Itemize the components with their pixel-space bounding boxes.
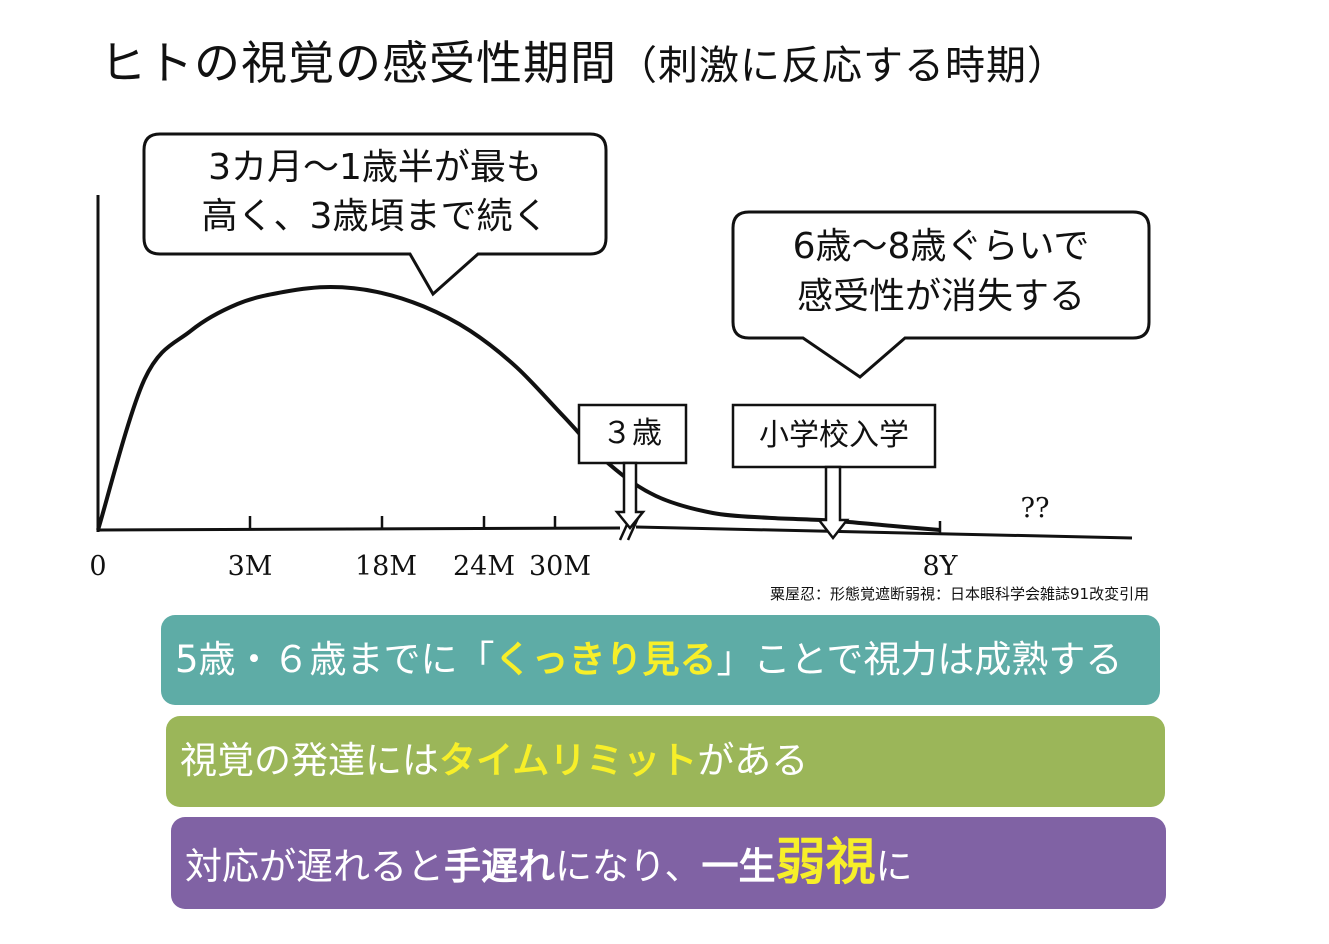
banner1-post: 」ことで視力は成熟する <box>716 638 1123 681</box>
callout-peak-line2: 高く、3歳頃まで続く <box>202 196 549 237</box>
label-3y-text: ３歳 <box>602 416 662 451</box>
banner1-highlight: くっきり見る <box>494 638 717 681</box>
banner3-bold2: 一生 <box>701 845 776 888</box>
callout-peak-bubble <box>142 132 608 297</box>
callout-end-bubble <box>731 210 1151 379</box>
banner3-mid: になり、 <box>555 845 702 888</box>
title-main: ヒトの視覚の感受性期間 <box>100 36 617 90</box>
sensitivity-curve <box>96 285 941 532</box>
label-school: 小学校入学 <box>731 403 937 541</box>
x-axis-left <box>97 526 621 532</box>
label-3y: ３歳 <box>577 403 688 530</box>
title-sub: （刺激に反応する時期） <box>617 43 1068 89</box>
x-tick-label-30m: 30M <box>529 551 591 582</box>
arrow-school <box>816 465 850 541</box>
banner2-pre: 視覚の発達には <box>180 739 439 782</box>
x-tick-label-24m: 24M <box>453 551 515 582</box>
x-tick-label-8y: 8Y <box>922 551 958 582</box>
banner3-post: に <box>875 845 913 888</box>
unknown-mark: ?? <box>1021 493 1050 524</box>
banner3-big: 弱視 <box>775 833 876 891</box>
banner2-post: がある <box>697 739 809 782</box>
callout-end-line1: 6歳～8歳ぐらいで <box>793 226 1090 267</box>
sensitivity-chart: 0 3M 18M 24M 30M 8Y ?? 3カ月～1歳半が最も 高く、3歳頃… <box>89 132 1151 582</box>
banner2-highlight: タイムリミット <box>439 739 698 782</box>
banner-mature-vision: 5歳・６歳までに「くっきり見る」ことで視力は成熟する <box>161 615 1160 705</box>
page-title: ヒトの視覚の感受性期間（刺激に反応する時期） <box>100 28 1300 101</box>
callout-peak-line1: 3カ月～1歳半が最も <box>208 147 542 188</box>
banner3-bold1: 手遅れ <box>444 845 555 888</box>
x-tick-label-18m: 18M <box>355 551 417 582</box>
x-axis-right <box>635 525 1133 540</box>
banner1-pre: 5歳・６歳までに「 <box>175 638 495 681</box>
callout-end: 6歳～8歳ぐらいで 感受性が消失する <box>731 210 1151 379</box>
banner3-pre: 対応が遅れると <box>185 845 444 888</box>
x-tick-label-0: 0 <box>89 551 106 582</box>
callout-peak: 3カ月～1歳半が最も 高く、3歳頃まで続く <box>142 132 608 297</box>
banner-amblyopia: 対応が遅れると手遅れになり、一生弱視に <box>171 817 1166 909</box>
banner-time-limit: 視覚の発達にはタイムリミットがある <box>166 716 1165 807</box>
callout-end-line2: 感受性が消失する <box>797 276 1085 317</box>
x-tick-label-3m: 3M <box>228 551 273 582</box>
label-school-text: 小学校入学 <box>759 418 909 453</box>
arrow-3y <box>614 461 646 530</box>
source-citation: 粟屋忍：形態覚遮断弱視：日本眼科学会雑誌91改変引用 <box>770 585 1150 603</box>
